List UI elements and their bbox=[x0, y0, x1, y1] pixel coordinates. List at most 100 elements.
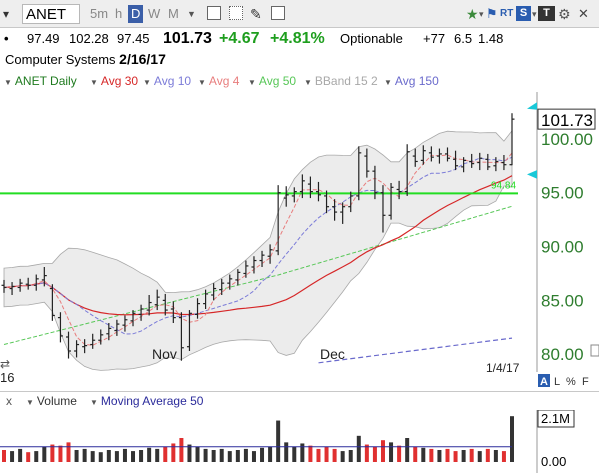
current-price-box bbox=[537, 108, 596, 130]
legend-avg50[interactable]: ▼ Avg 50 bbox=[248, 74, 297, 88]
optionable-label: Optionable bbox=[340, 31, 403, 46]
volume-bar bbox=[429, 448, 434, 462]
price-bar bbox=[90, 333, 96, 349]
price-bar bbox=[275, 185, 281, 256]
price-bar bbox=[332, 199, 338, 221]
price-bar bbox=[154, 289, 160, 311]
flag-icon[interactable]: ⚑ bbox=[486, 6, 498, 21]
volume-bar bbox=[268, 446, 273, 462]
quote-open: 97.49 bbox=[27, 31, 60, 46]
price-bar bbox=[41, 267, 47, 287]
indicator-legend: ▼ ANET Daily ▼ Avg 30 ▼ Avg 10 ▼ Avg 4 ▼ Avg … bbox=[0, 71, 599, 91]
company-line: Computer Systems 2/16/17 bbox=[5, 51, 166, 67]
volume-tick-low: 0.00 bbox=[541, 454, 566, 469]
period-daily[interactable]: D bbox=[128, 5, 144, 23]
volume-bar bbox=[211, 450, 216, 462]
volume-bar bbox=[485, 448, 490, 462]
volume-bar bbox=[413, 446, 418, 462]
legend-volume[interactable]: ▼ Volume bbox=[26, 394, 77, 408]
star-icon[interactable]: ★ bbox=[466, 6, 479, 22]
price-bar bbox=[509, 113, 515, 166]
price-bar bbox=[114, 319, 120, 336]
window-icon[interactable] bbox=[271, 6, 285, 20]
legend-avg150[interactable]: ▼ Avg 150 bbox=[384, 74, 439, 88]
corner-pct-button: % bbox=[566, 376, 576, 388]
price-bar bbox=[259, 250, 265, 267]
price-bar bbox=[122, 315, 128, 332]
add-icon[interactable] bbox=[229, 6, 243, 20]
quote-val1: 6.5 bbox=[454, 31, 473, 46]
star-dropdown-icon[interactable]: ▾ bbox=[479, 9, 484, 19]
price-bar bbox=[219, 278, 225, 295]
volume-bar bbox=[98, 452, 103, 462]
horizontal-line-label: 94.84 bbox=[491, 180, 516, 191]
volume-bar bbox=[58, 445, 63, 462]
volume-bar bbox=[300, 443, 305, 462]
avg30-line bbox=[3, 175, 513, 316]
volume-bar bbox=[445, 448, 450, 462]
volume-bar bbox=[477, 451, 482, 462]
period-hour[interactable]: h bbox=[115, 6, 123, 21]
volume-bar bbox=[308, 445, 313, 462]
grid-icon[interactable] bbox=[207, 6, 221, 20]
volume-bar bbox=[50, 444, 55, 462]
price-bar bbox=[146, 295, 152, 316]
period-5m[interactable]: 5m bbox=[90, 6, 109, 21]
close-icon[interactable]: ✕ bbox=[578, 6, 589, 21]
corner-f-button: F bbox=[582, 376, 589, 388]
price-tick-label: 85.00 bbox=[541, 291, 584, 310]
legend-avg4[interactable]: ▼ Avg 4 bbox=[198, 74, 240, 88]
price-bar bbox=[461, 157, 467, 173]
avg150-line bbox=[318, 337, 513, 364]
volume-bar bbox=[131, 451, 136, 462]
volume-bar bbox=[90, 451, 95, 462]
volume-bar bbox=[324, 446, 329, 462]
price-bar bbox=[98, 329, 104, 345]
price-bar bbox=[372, 165, 378, 200]
volume-legend: x ▼ Volume ▼ Moving Average 50 bbox=[0, 391, 599, 409]
legend-avg30[interactable]: ▼ Avg 30 bbox=[90, 74, 139, 88]
volume-bar bbox=[276, 420, 281, 462]
volume-bar bbox=[139, 450, 144, 462]
realtime-label[interactable]: RT bbox=[500, 8, 514, 19]
volume-bar bbox=[171, 443, 176, 462]
price-bar bbox=[186, 310, 192, 351]
legend-avg10[interactable]: ▼ Avg 10 bbox=[143, 74, 192, 88]
s-button[interactable]: S bbox=[516, 6, 531, 21]
draw-pen-icon[interactable]: ✎ bbox=[250, 6, 262, 22]
volume-bar bbox=[501, 451, 506, 462]
legend-symbol[interactable]: ▼ ANET Daily bbox=[4, 74, 77, 88]
period-dropdown-icon[interactable]: ▼ bbox=[187, 9, 196, 19]
period-monthly[interactable]: M bbox=[168, 6, 179, 21]
price-bar bbox=[356, 146, 362, 201]
t-button[interactable]: T bbox=[538, 6, 555, 21]
legend-volume-ma[interactable]: ▼ Moving Average 50 bbox=[90, 394, 204, 408]
volume-close-icon[interactable]: x bbox=[6, 394, 12, 408]
volume-bar bbox=[340, 451, 345, 462]
volume-bar bbox=[421, 447, 426, 462]
volume-bar bbox=[147, 447, 152, 462]
legend-bband[interactable]: ▼ BBand 15 2 bbox=[304, 74, 378, 88]
symbol-input[interactable] bbox=[22, 4, 80, 24]
price-tick-label: 95.00 bbox=[541, 184, 584, 203]
period-weekly[interactable]: W bbox=[148, 6, 161, 21]
price-bar bbox=[348, 191, 354, 213]
symbol-menu-icon[interactable]: ▾ bbox=[3, 7, 10, 21]
high-marker-icon bbox=[527, 102, 537, 110]
s-dropdown-icon[interactable]: ▾ bbox=[532, 9, 537, 19]
price-bar bbox=[1, 279, 7, 293]
bband-fill bbox=[3, 129, 513, 371]
volume-bars bbox=[0, 416, 514, 462]
volume-chart[interactable]: 2.1M 0.00 bbox=[0, 410, 599, 473]
price-bar bbox=[243, 260, 249, 278]
price-bar bbox=[17, 278, 23, 292]
volume-bar bbox=[405, 438, 410, 462]
price-bar bbox=[49, 284, 55, 321]
volume-bar bbox=[356, 435, 361, 462]
volume-bar bbox=[284, 442, 289, 462]
volume-bar bbox=[74, 450, 79, 462]
price-chart[interactable]: 94.84 100.00 95.00 90.00 85.00 80.00 101.73 No… bbox=[0, 92, 599, 390]
price-bar bbox=[380, 185, 386, 233]
quote-bullet: • bbox=[4, 31, 9, 46]
settings-gear-icon[interactable]: ⚙ bbox=[558, 6, 571, 22]
